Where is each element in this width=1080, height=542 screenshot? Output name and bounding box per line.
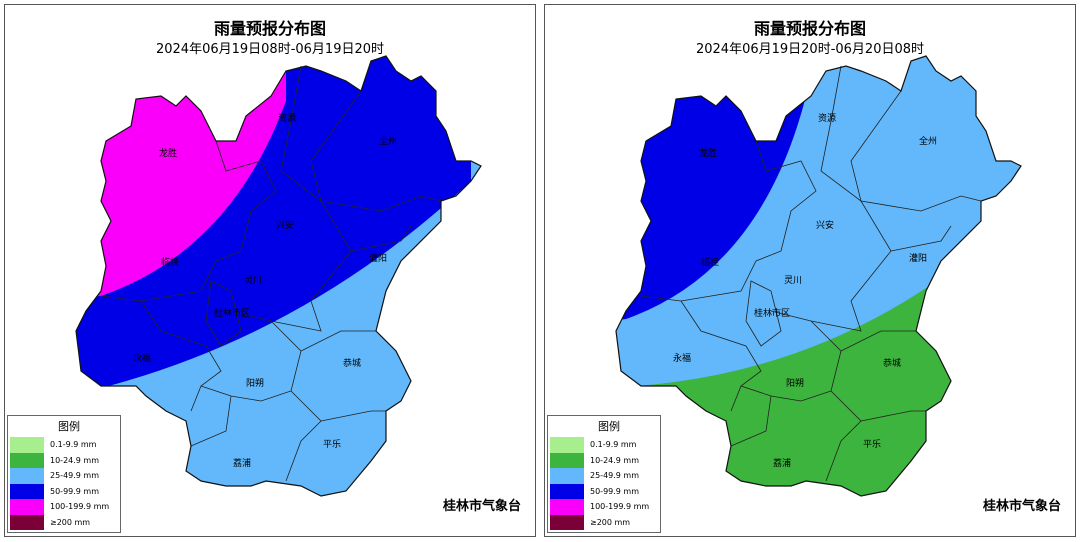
map-title: 雨量预报分布图 <box>213 19 326 38</box>
legend-label: 100-199.9 mm <box>590 502 650 512</box>
legend-label: 25-49.9 mm <box>590 471 640 481</box>
legend-swatch <box>550 468 584 484</box>
legend: 图例 0.1-9.9 mm 10-24.9 mm 25-49.9 mm 50-99.9… <box>547 415 661 533</box>
legend-title: 图例 <box>58 420 80 433</box>
legend-item: ≥200 mm <box>8 514 120 530</box>
map-subtitle: 2024年06月19日08时-06月19日20时 <box>155 42 385 57</box>
place-xingan: 兴安 <box>816 219 834 231</box>
place-guanyang: 灌阳 <box>369 252 387 264</box>
legend-swatch <box>10 514 44 530</box>
legend-item: 0.1-9.9 mm <box>8 437 120 453</box>
legend-label: 0.1-9.9 mm <box>590 440 637 450</box>
legend-label: 10-24.9 mm <box>590 455 640 465</box>
place-ziyuan: 资源 <box>278 113 296 124</box>
legend-swatch <box>10 468 44 484</box>
place-ziyuan: 资源 <box>818 113 836 124</box>
legend-item: 50-99.9 mm <box>548 483 660 499</box>
legend-item: ≥200 mm <box>548 514 660 530</box>
legend-label: ≥200 mm <box>50 517 91 527</box>
legend-item: 50-99.9 mm <box>8 483 120 499</box>
legend-label: 100-199.9 mm <box>50 502 110 512</box>
legend-item: 25-49.9 mm <box>8 468 120 484</box>
place-pingle: 平乐 <box>863 438 881 450</box>
legend-swatch <box>10 483 44 499</box>
place-yangshuo: 阳朔 <box>786 377 804 389</box>
place-gongcheng: 恭城 <box>343 358 361 369</box>
legend-swatch <box>550 437 584 453</box>
legend-label: 25-49.9 mm <box>50 471 100 481</box>
legend-label: 50-99.9 mm <box>50 486 100 496</box>
legend-label: 0.1-9.9 mm <box>50 440 97 450</box>
legend-item: 10-24.9 mm <box>548 452 660 468</box>
legend-label: 10-24.9 mm <box>50 455 100 465</box>
map-title: 雨量预报分布图 <box>753 19 866 38</box>
place-pingle: 平乐 <box>323 438 341 450</box>
legend-item: 25-49.9 mm <box>548 468 660 484</box>
legend-swatch <box>550 483 584 499</box>
place-longsheng: 龙胜 <box>699 147 717 159</box>
legend-item: 10-24.9 mm <box>8 452 120 468</box>
legend-label: 50-99.9 mm <box>590 486 640 496</box>
place-guanyang: 灌阳 <box>909 252 927 264</box>
rainfall-map: 龙胜 资源 全州 兴安 临桂 灵川 灌阳 桂林市区 永福 恭城 阳朔 荔浦 平乐 <box>75 55 482 497</box>
place-longsheng: 龙胜 <box>159 147 177 159</box>
forecast-panel-1: 雨量预报分布图 2024年06月19日08时-06月19日20时 龙胜 资源 全… <box>4 4 536 537</box>
map-subtitle: 2024年06月19日20时-06月20日08时 <box>695 42 925 57</box>
legend-item: 100-199.9 mm <box>8 499 120 515</box>
place-quanzhou: 全州 <box>919 135 937 147</box>
legend-swatch <box>10 437 44 453</box>
place-yongfu: 永福 <box>133 352 151 364</box>
legend-label: ≥200 mm <box>590 517 631 527</box>
rainfall-map: 龙胜 资源 全州 兴安 临桂 灵川 灌阳 桂林市区 永福 恭城 阳朔 荔浦 平乐 <box>615 55 1022 497</box>
place-lingchuan: 灵川 <box>244 275 262 286</box>
legend-swatch <box>550 514 584 530</box>
legend: 图例 0.1-9.9 mm 10-24.9 mm 25-49.9 mm 50-99.9… <box>7 415 121 533</box>
legend-swatch <box>10 452 44 468</box>
legend-swatch <box>550 499 584 515</box>
legend-swatch <box>550 452 584 468</box>
place-lipu: 荔浦 <box>233 457 251 469</box>
place-lingui: 临桂 <box>161 256 179 268</box>
place-lingchuan: 灵川 <box>784 275 802 286</box>
place-city: 桂林市区 <box>754 307 790 319</box>
legend-swatch <box>10 499 44 515</box>
place-yangshuo: 阳朔 <box>246 377 264 389</box>
issuer: 桂林市气象台 <box>442 499 521 514</box>
place-lingui: 临桂 <box>701 256 719 268</box>
place-city: 桂林市区 <box>214 307 250 319</box>
legend-item: 0.1-9.9 mm <box>548 437 660 453</box>
place-gongcheng: 恭城 <box>883 358 901 369</box>
forecast-panel-2: 雨量预报分布图 2024年06月19日20时-06月20日08时 龙胜 资源 全… <box>544 4 1076 537</box>
legend-item: 100-199.9 mm <box>548 499 660 515</box>
place-yongfu: 永福 <box>673 352 691 364</box>
place-lipu: 荔浦 <box>773 457 791 469</box>
place-quanzhou: 全州 <box>379 135 397 147</box>
place-xingan: 兴安 <box>276 219 294 231</box>
legend-title: 图例 <box>598 420 620 433</box>
issuer: 桂林市气象台 <box>982 499 1061 514</box>
